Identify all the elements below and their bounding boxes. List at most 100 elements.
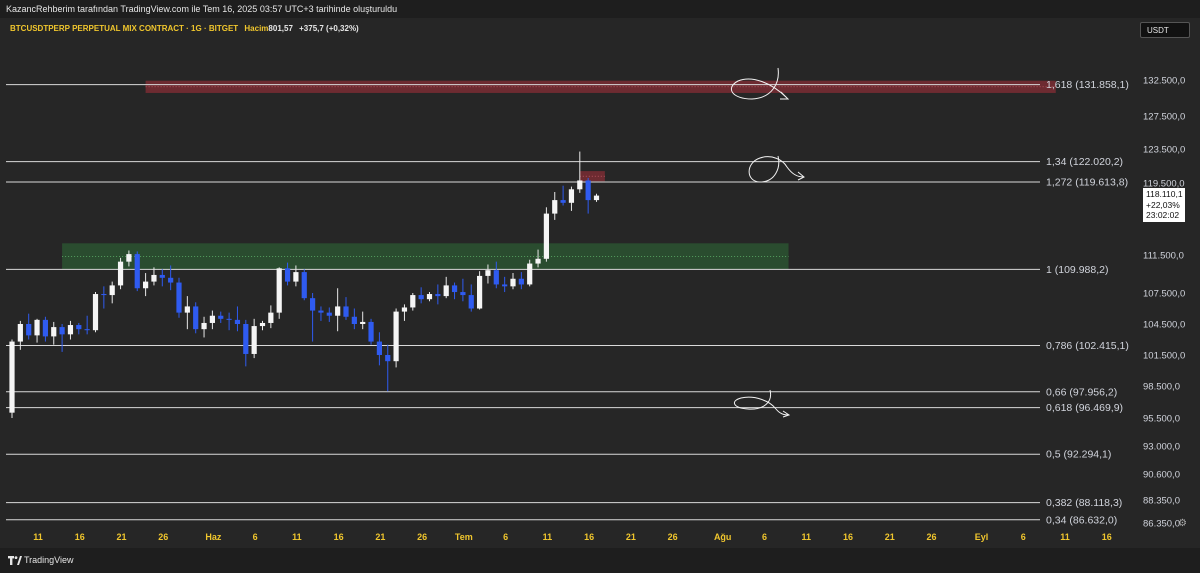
candle-body-13	[117, 261, 124, 286]
candle-17	[151, 267, 157, 286]
candle-body-70	[593, 195, 600, 201]
candle-26	[226, 312, 232, 331]
candle-body-65	[552, 200, 558, 214]
tradingview-logo-icon	[8, 556, 22, 565]
candle-body-58	[493, 270, 499, 285]
candle-23	[201, 316, 207, 338]
currency-selector[interactable]: USDT	[1140, 22, 1190, 38]
candle-body-63	[535, 258, 541, 264]
candle-43	[368, 318, 374, 345]
resistance-zone-0[interactable]	[145, 80, 1056, 93]
date-tick-16: Ağu	[714, 532, 732, 542]
candle-body-2	[26, 324, 32, 336]
arrow-annotation-low	[733, 389, 791, 418]
candle-46	[393, 308, 399, 368]
candle-20	[176, 277, 182, 318]
candle-45	[385, 344, 391, 392]
candle-body-3	[34, 319, 40, 336]
export-header: KazancRehberim tarafından TradingView.co…	[0, 0, 1200, 18]
candle-body-38	[326, 312, 332, 316]
chart-area[interactable]	[0, 18, 1200, 548]
candle-body-34	[293, 272, 299, 282]
candle-body-25	[218, 315, 224, 319]
candle-body-19	[168, 277, 174, 283]
candle-60	[510, 273, 516, 290]
candle-body-59	[502, 284, 508, 287]
candle-64	[543, 207, 549, 262]
candle-body-50	[426, 294, 433, 300]
price-tick-11: 90.600,0	[1143, 470, 1180, 481]
candle-body-40	[343, 306, 349, 317]
candle-body-60	[510, 278, 516, 287]
candle-body-45	[385, 355, 391, 362]
date-tick-18: 11	[801, 532, 811, 542]
date-tick-14: 21	[626, 532, 636, 542]
candle-body-16	[143, 281, 149, 289]
date-tick-5: 6	[253, 532, 258, 542]
candle-56	[477, 271, 483, 310]
candle-body-32	[276, 268, 282, 313]
candle-53	[451, 282, 458, 300]
symbol-label[interactable]: BTCUSDTPERP PERPETUAL MIX CONTRACT · 1G …	[10, 24, 239, 33]
price-tick-7: 101.500,0	[1143, 351, 1185, 362]
candle-51	[435, 284, 441, 305]
candle-5	[51, 321, 57, 345]
price-tick-6: 104.500,0	[1143, 320, 1185, 331]
fib-level-label-0: 1,618 (131.858,1)	[1046, 79, 1129, 91]
candle-body-49	[418, 295, 424, 300]
candle-body-30	[259, 322, 266, 327]
candle-4	[42, 316, 48, 342]
price-tick-12: 88.350,0	[1143, 496, 1180, 507]
price-tick-13: 86.350,0	[1143, 519, 1180, 530]
date-tick-10: Tem	[455, 532, 473, 542]
candle-50	[426, 292, 433, 302]
volume-value: 801,57	[268, 24, 293, 33]
gear-icon[interactable]: ⚙	[1178, 518, 1187, 529]
candle-52	[443, 276, 449, 299]
candle-1	[17, 320, 23, 350]
candle-70	[593, 193, 600, 202]
candle-body-26	[226, 318, 232, 320]
date-tick-17: 6	[762, 532, 767, 542]
candle-18	[159, 269, 165, 287]
candle-body-69	[585, 180, 591, 201]
fib-level-label-6: 0,618 (96.469,9)	[1046, 402, 1123, 414]
price-tick-4: 111.500,0	[1143, 251, 1184, 262]
candle-body-64	[543, 213, 549, 259]
date-tick-19: 16	[843, 532, 853, 542]
candle-19	[168, 265, 174, 291]
candle-body-37	[318, 310, 324, 313]
candle-36	[310, 293, 316, 342]
candle-39	[335, 288, 341, 332]
arrow-annotation-mid	[748, 155, 805, 183]
candle-16	[143, 273, 149, 297]
candle-body-53	[451, 285, 458, 293]
candle-body-4	[42, 319, 48, 337]
price-tick-1: 127.500,0	[1143, 112, 1185, 123]
candle-body-15	[134, 254, 140, 289]
candle-body-11	[101, 294, 107, 296]
fib-level-label-1: 1,34 (122.020,2)	[1046, 156, 1123, 168]
date-tick-24: 11	[1060, 532, 1070, 542]
candle-65	[552, 192, 558, 220]
candle-48	[410, 293, 416, 311]
candle-body-61	[518, 278, 524, 285]
candle-body-24	[209, 315, 215, 323]
candle-12	[109, 281, 115, 304]
candle-body-27	[234, 319, 241, 324]
date-tick-3: 26	[158, 532, 168, 542]
date-tick-8: 21	[375, 532, 385, 542]
candle-59	[502, 276, 508, 293]
candle-body-29	[251, 326, 257, 354]
candle-49	[418, 287, 424, 304]
candle-6	[59, 324, 65, 352]
candle-67	[568, 186, 575, 211]
fib-level-label-5: 0,66 (97.956,2)	[1046, 386, 1117, 398]
candle-66	[560, 185, 566, 206]
candle-body-57	[485, 270, 491, 276]
volume-indicator: Hacim801,57	[244, 24, 292, 33]
candle-body-43	[368, 321, 374, 342]
candle-22	[193, 302, 199, 334]
candle-body-47	[401, 307, 408, 312]
